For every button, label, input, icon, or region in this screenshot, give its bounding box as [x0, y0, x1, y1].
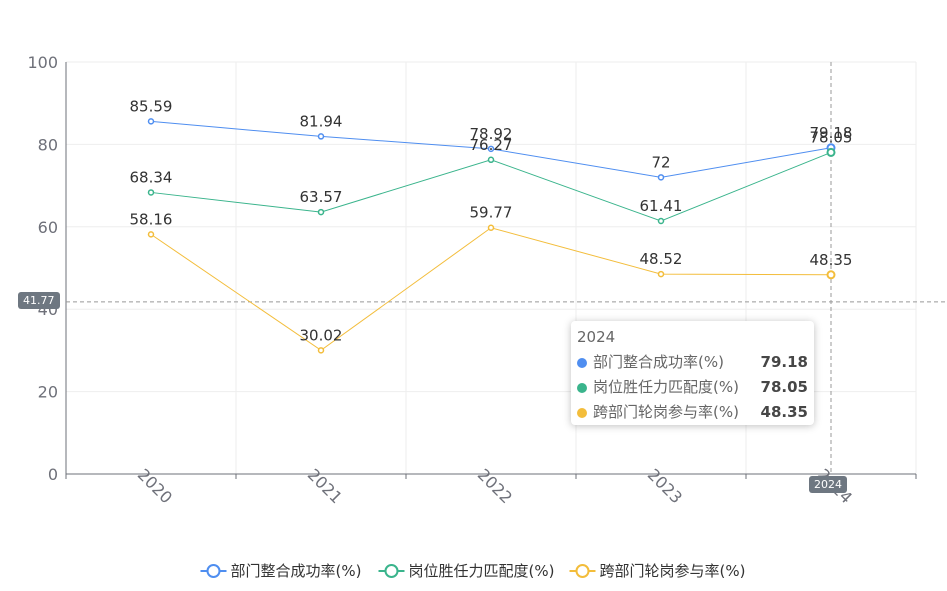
tooltip-row: 岗位胜任力匹配度(%) 78.05 [577, 375, 808, 400]
legend-label: 岗位胜任力匹配度(%) [409, 562, 555, 580]
x-tick-label: 2020 [134, 465, 176, 507]
data-point [147, 118, 155, 125]
data-point [657, 174, 665, 181]
series-color-dot [577, 382, 587, 393]
data-point [487, 156, 495, 164]
data-label: 48.35 [810, 251, 853, 269]
crosshair-y-label: 41.77 [18, 291, 60, 309]
series-color-dot [577, 357, 587, 368]
data-label: 81.94 [300, 112, 343, 130]
data-label: 79.18 [810, 124, 853, 142]
data-label: 61.41 [640, 197, 683, 215]
tooltip-row: 部门整合成功率(%) 79.18 [577, 350, 808, 375]
legend-label: 跨部门轮岗参与率(%) [600, 562, 746, 580]
tooltip-series-name: 岗位胜任力匹配度(%) [593, 378, 739, 396]
tooltip-series-value: 48.35 [760, 403, 808, 421]
data-point [317, 133, 325, 140]
data-point [487, 224, 495, 231]
data-label: 85.59 [130, 97, 173, 115]
data-label: 63.57 [300, 188, 343, 206]
y-tick-label: 20 [38, 383, 58, 402]
data-label: 58.16 [130, 210, 173, 228]
data-label: 68.34 [130, 168, 173, 186]
data-label: 78.92 [470, 125, 513, 143]
y-tick-label: 60 [38, 218, 58, 237]
tooltip-row: 跨部门轮岗参与率(%) 48.35 [577, 400, 808, 425]
x-tick-label: 2021 [304, 465, 346, 507]
legend-item: 岗位胜任力匹配度(%) [378, 562, 555, 580]
tooltip-series-value: 79.18 [760, 353, 808, 371]
data-point [657, 217, 665, 225]
crosshair-x-label: 2024 [809, 476, 847, 493]
tooltip-series-name: 部门整合成功率(%) [593, 353, 724, 371]
legend-marker [206, 564, 221, 578]
data-label: 30.02 [300, 326, 343, 344]
y-tick-label: 0 [48, 465, 58, 484]
data-point [487, 145, 495, 153]
data-label: 78.05 [810, 128, 853, 146]
data-point [147, 189, 155, 196]
y-tick-label: 100 [27, 53, 58, 72]
tooltip-title: 2024 [577, 328, 616, 346]
tooltip-series-name: 跨部门轮岗参与率(%) [593, 403, 739, 421]
x-tick-label: 2022 [474, 465, 516, 507]
data-label: 48.52 [640, 250, 683, 268]
tooltip-series-value: 78.05 [760, 378, 808, 396]
data-point [147, 231, 155, 238]
data-point [657, 270, 665, 278]
data-point [317, 347, 325, 354]
data-label: 76.27 [470, 136, 513, 154]
y-tick-label: 80 [38, 135, 58, 154]
legend-item: 部门整合成功率(%) [200, 562, 362, 580]
legend-marker [384, 564, 399, 578]
data-label: 72 [651, 153, 670, 171]
legend-marker [575, 564, 590, 578]
legend-label: 部门整合成功率(%) [231, 562, 362, 580]
legend-item: 跨部门轮岗参与率(%) [569, 562, 746, 580]
series-color-dot [577, 407, 587, 418]
data-point [826, 147, 836, 157]
x-tick-label: 2023 [644, 465, 686, 507]
data-label: 59.77 [470, 204, 513, 222]
tooltip: 2024 部门整合成功率(%) 79.18 岗位胜任力匹配度(%) 78.05 … [571, 321, 814, 425]
data-point [317, 208, 325, 216]
data-point [826, 270, 836, 280]
